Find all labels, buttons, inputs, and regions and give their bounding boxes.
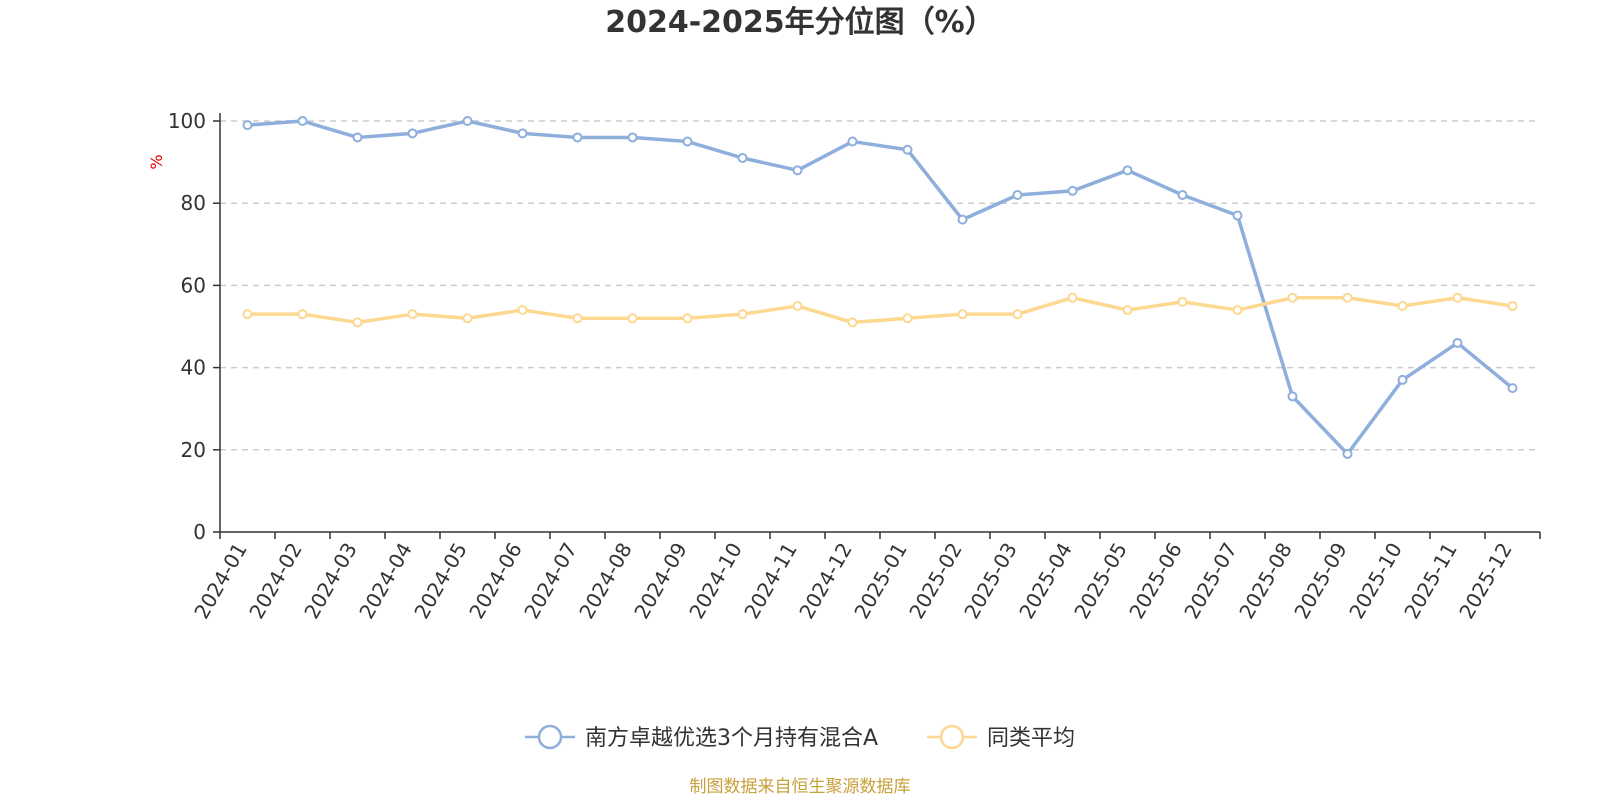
x-tick-label-2024-02: 2024-02 (244, 539, 307, 623)
series-1-point-2025-12 (1507, 300, 1518, 311)
series-1-point-2024-04 (407, 309, 418, 320)
series-1-point-2024-11 (792, 300, 803, 311)
series-0-point-2025-08 (1287, 391, 1298, 402)
series-0-point-2024-01 (242, 120, 253, 131)
series-0-point-2024-10 (737, 152, 748, 163)
series-0-point-2024-05 (462, 116, 473, 126)
series-1-point-2024-03 (352, 317, 363, 328)
x-tick-label-2025-01: 2025-01 (849, 539, 912, 623)
axes (213, 113, 1541, 539)
series-0-point-2025-04 (1067, 185, 1078, 196)
series-0-point-2025-01 (902, 144, 913, 155)
series-1-point-2024-07 (572, 313, 583, 324)
series-1-point-2025-10 (1397, 300, 1408, 311)
series-1-point-2024-08 (627, 313, 638, 324)
x-tick-label-2025-08: 2025-08 (1234, 539, 1297, 623)
chart-title: 2024-2025年分位图（%） (605, 5, 995, 40)
series-1-point-2025-01 (902, 313, 913, 324)
series-1-point-2025-02 (957, 309, 968, 320)
series-1-point-2025-09 (1342, 292, 1353, 303)
x-tick-label-2025-06: 2025-06 (1124, 539, 1187, 623)
series-1-point-2024-10 (737, 309, 748, 320)
x-tick-label-2024-04: 2024-04 (354, 539, 417, 623)
series-1-point-2025-08 (1287, 292, 1298, 303)
series-0-point-2025-05 (1122, 165, 1133, 176)
series-0-point-2024-09 (682, 136, 693, 147)
series-0-point-2024-07 (572, 132, 583, 143)
series-0-point-2025-02 (957, 214, 968, 225)
y-tick-label-0: 0 (193, 520, 206, 544)
series-0-point-2024-11 (792, 165, 803, 176)
y-tick-labels: 0 20 40 60 80 100 (168, 109, 206, 544)
x-tick-label-2025-12: 2025-12 (1454, 539, 1517, 623)
legend-label-1: 同类平均 (987, 726, 1075, 751)
x-tick-label-2025-04: 2025-04 (1014, 539, 1077, 623)
x-tick-label-2024-07: 2024-07 (519, 539, 582, 623)
series-1-point-2024-06 (517, 305, 528, 316)
x-tick-label-2024-05: 2024-05 (409, 539, 472, 623)
x-tick-label-2024-11: 2024-11 (739, 539, 802, 623)
series-0-point-2025-10 (1397, 374, 1408, 385)
series-0-point-2025-07 (1232, 210, 1243, 221)
y-tick-label-40: 40 (181, 356, 206, 380)
series-1-point-2024-12 (847, 317, 858, 328)
series-line-1 (247, 295, 1513, 325)
series-0-point-2025-12 (1507, 383, 1518, 394)
y-tick-label-80: 80 (181, 191, 206, 215)
legend-marker-1 (939, 724, 965, 750)
series-0-point-2024-06 (517, 128, 528, 139)
series-0-point-2025-11 (1452, 337, 1463, 348)
x-tick-label-2025-11: 2025-11 (1399, 539, 1462, 623)
series-0-point-2025-03 (1012, 189, 1023, 200)
x-tick-label-2025-02: 2025-02 (904, 539, 967, 623)
y-axis-label: % (147, 154, 166, 169)
legend-label-0: 南方卓越优选3个月持有混合A (585, 726, 878, 751)
series-0-point-2024-08 (627, 132, 638, 143)
legend-marker-0 (537, 724, 563, 750)
series-0-point-2025-09 (1342, 448, 1353, 459)
series-1-point-2025-04 (1067, 292, 1078, 303)
x-tick-label-2025-09: 2025-09 (1289, 539, 1352, 623)
y-tick-label-100: 100 (168, 109, 206, 133)
x-tick-label-2025-07: 2025-07 (1179, 539, 1242, 623)
series-0-point-2024-02 (297, 116, 308, 126)
series-line-0 (247, 119, 1514, 456)
series-1-point-2024-01 (242, 309, 253, 320)
x-tick-label-2024-08: 2024-08 (574, 539, 637, 623)
x-tick-label-2024-10: 2024-10 (684, 539, 747, 623)
series-1-point-2025-05 (1122, 305, 1133, 316)
x-tick-labels: 2024-012024-022024-032024-042024-052024-… (189, 539, 1517, 623)
y-tick-label-60: 60 (181, 273, 206, 297)
x-tick-label-2025-05: 2025-05 (1069, 539, 1132, 623)
y-tick-label-20: 20 (181, 438, 206, 462)
x-tick-label-2024-09: 2024-09 (629, 539, 692, 623)
gridlines (220, 120, 1540, 451)
series-1-point-2024-05 (462, 313, 473, 324)
legend-item-0[interactable]: 南方卓越优选3个月持有混合A (525, 724, 878, 751)
x-tick-label-2025-03: 2025-03 (959, 539, 1022, 623)
series-1-point-2025-03 (1012, 309, 1023, 320)
x-tick-label-2024-06: 2024-06 (464, 539, 527, 623)
series-1-point-2025-11 (1452, 292, 1463, 303)
x-tick-label-2024-12: 2024-12 (794, 539, 857, 623)
series-1-point-2024-02 (297, 309, 308, 320)
series-lines (242, 116, 1518, 459)
series-0-point-2024-03 (352, 132, 363, 143)
x-tick-label-2025-10: 2025-10 (1344, 539, 1407, 623)
series-0-point-2024-12 (847, 136, 858, 147)
series-1-point-2025-07 (1232, 305, 1243, 316)
x-tick-label-2024-03: 2024-03 (299, 539, 362, 623)
x-tick-label-2024-01: 2024-01 (189, 539, 252, 623)
series-1-point-2025-06 (1177, 296, 1188, 307)
legend[interactable]: 南方卓越优选3个月持有混合A 同类平均 (525, 724, 1075, 751)
series-0-point-2024-04 (407, 128, 418, 139)
series-0-point-2025-06 (1177, 189, 1188, 200)
series-1-point-2024-09 (682, 313, 693, 324)
legend-item-1[interactable]: 同类平均 (927, 724, 1075, 751)
source-note: 制图数据来自恒生聚源数据库 (690, 777, 911, 797)
